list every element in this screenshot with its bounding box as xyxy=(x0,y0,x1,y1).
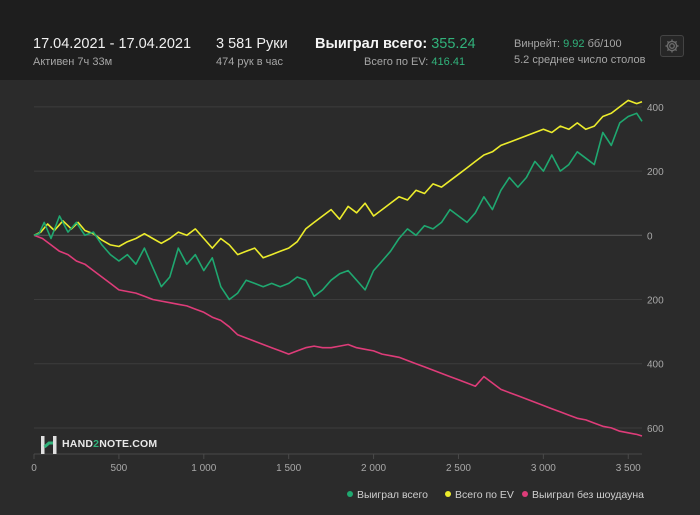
legend-label-no-showdown: Выиграл без шоудауна xyxy=(532,489,644,501)
ev-label: Всего по EV: xyxy=(364,56,429,68)
hands-count: 3 581 Руки xyxy=(216,36,288,52)
logo-text-hand: HAND xyxy=(62,438,94,450)
date-range: 17.04.2021 - 17.04.2021 xyxy=(33,36,192,52)
won-total: Выиграл всего: 355.24 xyxy=(315,36,476,52)
logo-text-2: 2 xyxy=(93,438,100,450)
x-tick-label: 3 500 xyxy=(616,463,641,474)
x-tick-label: 1 500 xyxy=(276,463,301,474)
legend-label-won: Выиграл всего xyxy=(357,489,428,501)
x-tick-label: 500 xyxy=(111,463,128,474)
x-tick-label: 0 xyxy=(31,463,37,474)
y-axis: 400 200 0 200 400 600 xyxy=(647,103,664,435)
series-lines xyxy=(33,99,643,437)
y-tick-label: 400 xyxy=(647,103,664,114)
x-tick-label: 2 500 xyxy=(446,463,471,474)
ev-total: Всего по EV: 416.41 xyxy=(364,56,465,68)
legend-item-won[interactable]: Выиграл всего xyxy=(347,489,428,501)
y-tick-label: 400 xyxy=(647,360,664,371)
x-axis: 0 500 1 000 1 500 2 000 2 500 3 000 3 500 xyxy=(31,453,642,474)
y-tick-label: 200 xyxy=(647,167,664,178)
chart-panel xyxy=(0,80,700,515)
x-tick-label: 1 000 xyxy=(191,463,216,474)
winrate-value: 9.92 xyxy=(563,38,585,50)
logo-text-note: NOTE.COM xyxy=(99,438,158,450)
series-line-ev xyxy=(33,99,643,259)
won-value: 355.24 xyxy=(431,36,476,52)
winrate-label: Винрейт: xyxy=(514,38,561,50)
legend-dot-no-showdown xyxy=(522,491,528,498)
x-tick-label: 2 000 xyxy=(361,463,386,474)
y-tick-label: 200 xyxy=(647,296,664,307)
legend-item-ev[interactable]: Всего по EV xyxy=(445,489,514,501)
active-time: Активен 7ч 33м xyxy=(33,56,113,68)
y-tick-label: 0 xyxy=(647,231,653,242)
winrate-unit: бб/100 xyxy=(587,38,622,50)
hand2note-logo-icon xyxy=(41,436,57,454)
x-tick-label: 3 000 xyxy=(531,463,556,474)
series-line-won xyxy=(33,112,643,301)
legend-dot-ev xyxy=(445,491,451,498)
legend-label-ev: Всего по EV xyxy=(455,489,514,501)
hands-per-hour: 474 рук в час xyxy=(216,56,284,68)
legend-item-no-showdown[interactable]: Выиграл без шоудауна xyxy=(522,489,644,501)
summary-header: 17.04.2021 - 17.04.2021 Активен 7ч 33м 3… xyxy=(0,0,700,80)
ev-value: 416.41 xyxy=(431,56,466,68)
winrate: Винрейт: 9.92 бб/100 xyxy=(514,38,622,50)
won-label: Выиграл всего: xyxy=(315,36,428,52)
settings-button[interactable] xyxy=(660,35,684,57)
legend-dot-won xyxy=(347,491,353,498)
grid-lines xyxy=(34,106,642,429)
tables-average: 5.2 среднее число столов xyxy=(514,54,646,66)
gear-icon xyxy=(665,39,679,53)
y-tick-label: 600 xyxy=(647,424,664,435)
series-line-no-showdown xyxy=(33,234,643,437)
